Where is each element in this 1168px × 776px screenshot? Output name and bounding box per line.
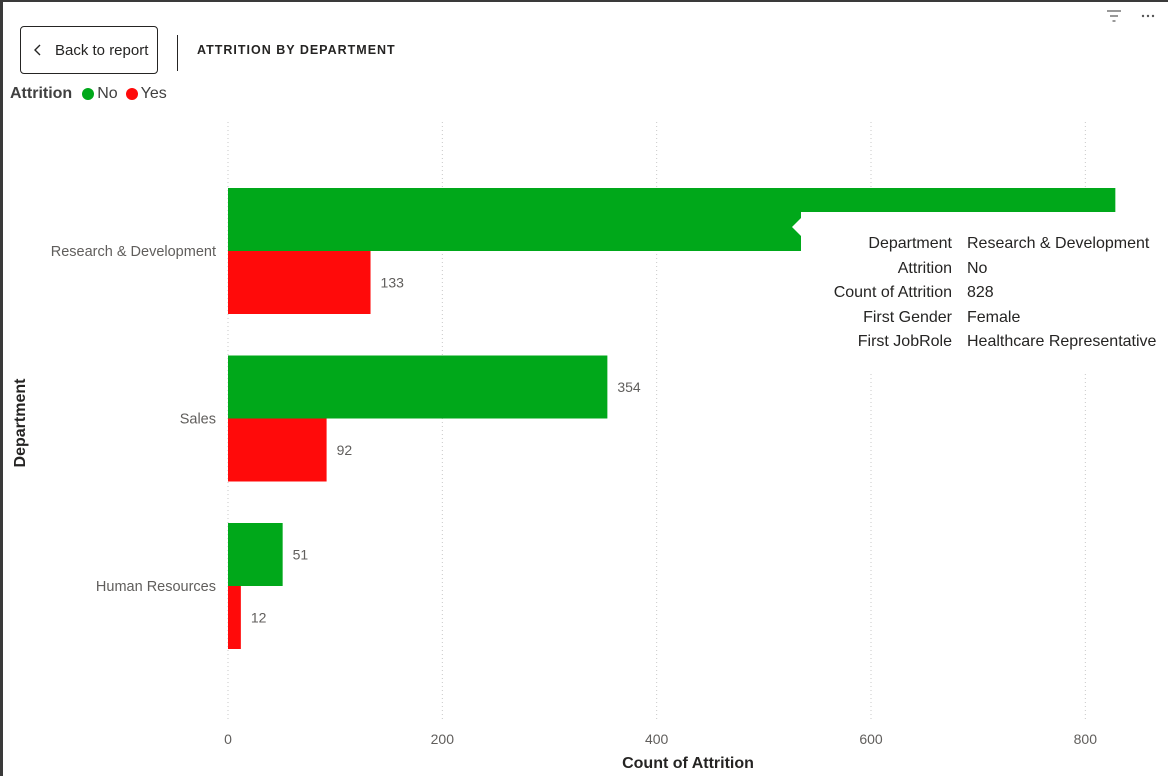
y-axis-title: Department <box>12 378 29 468</box>
x-tick-label: 200 <box>431 731 455 747</box>
category-label: Human Resources <box>96 579 216 595</box>
category-label: Sales <box>180 412 216 428</box>
legend-item-yes[interactable]: Yes <box>125 85 167 103</box>
tooltip-value: Research & Development <box>967 235 1150 253</box>
frame-border-top <box>0 0 1168 2</box>
data-label: 92 <box>337 442 353 458</box>
bar-no <box>228 355 608 419</box>
tooltip-value: Healthcare Representative <box>967 333 1157 351</box>
legend-dot-no <box>82 88 95 100</box>
data-label: 133 <box>381 275 405 291</box>
visual-header-icons <box>1104 6 1158 26</box>
data-label: 354 <box>617 379 641 395</box>
x-axis-title: Count of Attrition <box>622 755 754 772</box>
tooltip-arrow <box>792 218 801 236</box>
tooltip-value: No <box>967 259 988 277</box>
tooltip-table: Department Research & Development Attrit… <box>813 232 1157 355</box>
tooltip-row: Count of Attrition 828 <box>813 281 1156 306</box>
legend-title: Attrition <box>10 85 73 102</box>
tooltip-value: 828 <box>967 284 994 302</box>
category-label: Research & Development <box>51 244 216 260</box>
legend-label-yes: Yes <box>140 85 167 102</box>
x-tick-label: 0 <box>224 731 232 747</box>
tooltip-row: First Gender Female <box>813 306 1156 331</box>
bar-yes <box>228 586 241 649</box>
tooltip-key: First Gender <box>863 308 952 326</box>
chart-legend: Attrition No Yes <box>10 85 175 103</box>
back-to-report-button[interactable]: Back to report <box>20 26 158 74</box>
tooltip-key: Count of Attrition <box>833 284 952 302</box>
x-tick-label: 600 <box>859 731 883 747</box>
x-tick-label: 400 <box>645 731 669 747</box>
frame-border-left <box>0 0 3 776</box>
bar-no <box>228 523 283 586</box>
header-divider <box>177 35 178 71</box>
back-button-label: Back to report <box>55 41 149 59</box>
chevron-left-icon <box>21 43 55 57</box>
tooltip-key: Attrition <box>897 259 952 277</box>
tooltip-row: First JobRole Healthcare Representative <box>813 330 1157 355</box>
tooltip-row: Department Research & Development <box>813 232 1156 257</box>
x-tick-label: 800 <box>1074 731 1098 747</box>
tooltip-value: Female <box>967 308 1021 326</box>
legend-dot-yes <box>125 88 138 100</box>
filter-icon[interactable] <box>1104 6 1124 26</box>
bar-yes <box>228 251 371 314</box>
tooltip-key: Department <box>868 235 952 253</box>
legend-label-no: No <box>97 85 118 102</box>
data-tooltip: Department Research & Development Attrit… <box>792 212 1168 372</box>
data-label: 12 <box>251 610 267 626</box>
legend-item-no[interactable]: No <box>82 85 118 103</box>
page-title: ATTRITION BY DEPARTMENT <box>197 43 396 57</box>
tooltip-key: First JobRole <box>857 333 952 351</box>
data-label: 51 <box>293 547 309 563</box>
more-options-icon[interactable] <box>1138 6 1158 26</box>
bar-yes <box>228 418 327 482</box>
tooltip-row: Attrition No <box>813 257 1156 282</box>
